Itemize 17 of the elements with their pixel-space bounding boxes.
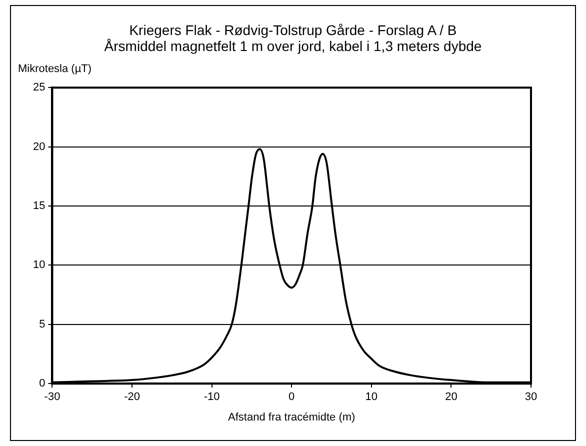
x-tick-label: -10 <box>204 391 220 404</box>
y-tick-label: 10 <box>32 259 46 272</box>
y-tick-label: 5 <box>39 318 46 330</box>
chart-title: Kriegers Flak - Rødvig-Tolstrup Gårde - Forslag A / B <box>128 22 458 38</box>
y-axis-title: Mikrotesla (µT) <box>18 63 92 75</box>
chart-subtitle: Årsmiddel magnetfelt 1 m over jord, kabel i 1,3 meters dybde <box>103 38 483 54</box>
x-tick-label: 10 <box>365 391 378 404</box>
x-tick-label: -30 <box>44 391 60 404</box>
x-tick-label: 30 <box>524 391 538 404</box>
y-tick-label: 25 <box>32 82 46 94</box>
y-tick-label: 15 <box>32 200 46 212</box>
x-tick-label: 20 <box>445 391 458 404</box>
y-tick-label: 0 <box>39 378 46 390</box>
x-tick-label: 0 <box>288 391 295 404</box>
x-tick-label: -20 <box>124 391 140 404</box>
y-tick-label: 20 <box>32 140 46 153</box>
x-axis-title: Afstand fra tracémidte (m) <box>228 411 356 424</box>
